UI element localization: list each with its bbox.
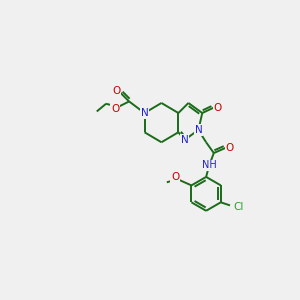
Text: N: N [141,108,148,118]
Text: N: N [181,135,188,145]
Text: O: O [111,104,119,114]
Text: O: O [226,143,234,153]
Text: Cl: Cl [233,202,244,212]
Text: O: O [171,172,179,182]
Text: O: O [214,103,222,112]
Text: N: N [194,125,202,135]
Text: NH: NH [202,160,217,170]
Text: O: O [112,86,120,96]
